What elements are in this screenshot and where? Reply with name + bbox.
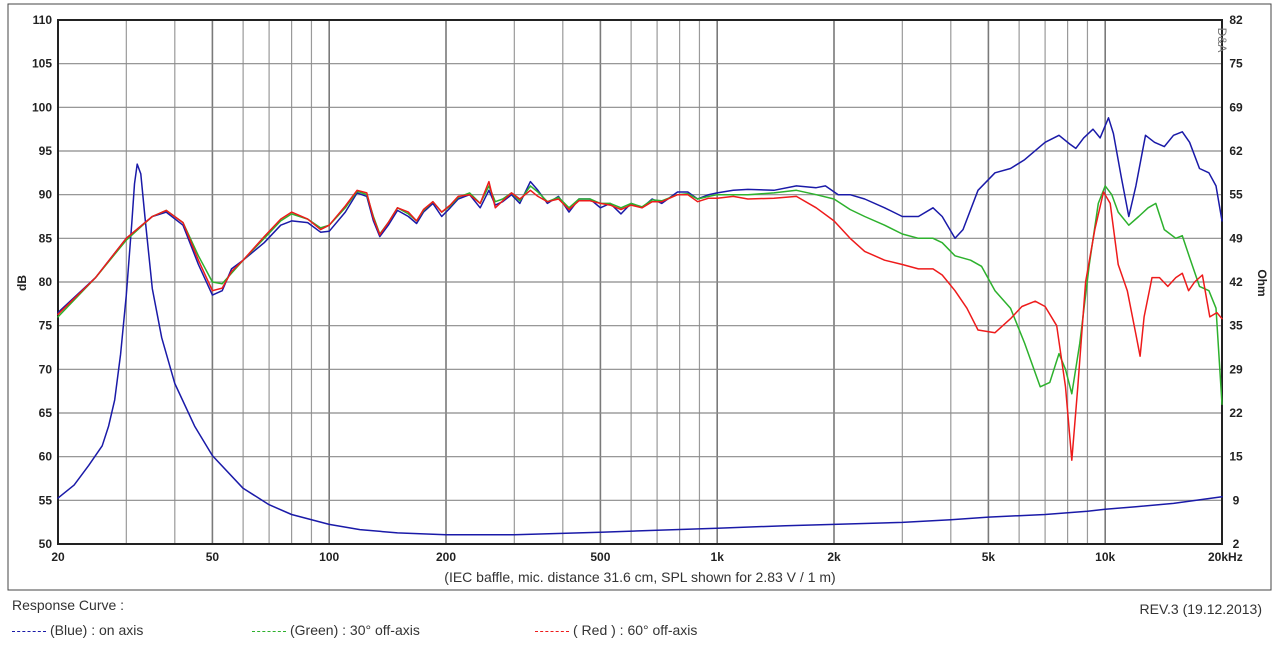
y2-tick-label: 29 [1229, 362, 1243, 376]
y2-tick-label: 2 [1233, 537, 1240, 551]
y-tick-label: 110 [33, 13, 53, 27]
y2-tick-label: 62 [1229, 144, 1243, 158]
y-tick-label: 95 [39, 144, 53, 158]
series-line-green [57, 185, 1223, 406]
y-tick-label: 105 [32, 57, 52, 71]
x-tick-label: 50 [206, 550, 220, 564]
y2-axis-label: Ohm [1255, 269, 1269, 296]
y-tick-label: 50 [39, 537, 53, 551]
legend-item-blue: (Blue) : on axis [12, 622, 143, 638]
legend-label-red: ( Red ) : 60° off-axis [573, 622, 698, 638]
y-axis-label: dB [15, 275, 29, 291]
y-tick-label: 85 [39, 231, 53, 245]
plot-grid [58, 20, 1222, 544]
x-tick-label: 500 [590, 550, 610, 564]
y2-tick-label: 75 [1229, 57, 1243, 71]
y-tick-label: 100 [32, 100, 52, 114]
y2-tick-label: 22 [1229, 406, 1243, 420]
y-tick-label: 55 [39, 493, 53, 507]
series-layer [57, 117, 1223, 536]
x-axis-ticks: 20 50 100 200 500 1k 2k 5k 10k 20kHz [51, 550, 1242, 564]
x-tick-label: 10k [1095, 550, 1115, 564]
y2-tick-label: 42 [1229, 275, 1243, 289]
legend-title: Response Curve : [12, 597, 125, 613]
series-line-blue [57, 117, 1223, 314]
series-line-impedance [57, 163, 1223, 536]
series-line-red [57, 180, 1223, 461]
x-tick-label: 1k [711, 550, 725, 564]
x-tick-label: 20 [51, 550, 65, 564]
x-tick-label: 200 [436, 550, 456, 564]
x-tick-label: 2k [827, 550, 841, 564]
legend-item-green: (Green) : 30° off-axis [252, 622, 420, 638]
legend-swatch-red [535, 630, 569, 632]
y2-tick-label: 9 [1233, 493, 1240, 507]
legend-label-blue: (Blue) : on axis [50, 622, 144, 638]
y-axis-left-ticks: 110 105 100 95 90 85 80 75 70 65 60 55 50 [32, 13, 52, 551]
y2-tick-label: 55 [1229, 188, 1243, 202]
y-tick-label: 60 [39, 450, 53, 464]
x-tick-label: 20kHz [1208, 550, 1243, 564]
y2-tick-label: 49 [1229, 231, 1243, 245]
x-tick-label: 100 [319, 550, 339, 564]
watermark-logo: D&A [1215, 28, 1229, 53]
y2-tick-label: 35 [1229, 319, 1243, 333]
frequency-response-chart: 110 105 100 95 90 85 80 75 70 65 60 55 50 82 75 69 62 55… [7, 3, 1272, 591]
revision-label: REV.3 (19.12.2013) [1139, 601, 1262, 617]
y-tick-label: 80 [39, 275, 53, 289]
chart-caption: (IEC baffle, mic. distance 31.6 cm, SPL … [444, 569, 835, 585]
legend-swatch-green [252, 630, 286, 632]
y2-tick-label: 69 [1229, 100, 1243, 114]
x-tick-label: 5k [982, 550, 996, 564]
y-tick-label: 65 [39, 406, 53, 420]
y-tick-label: 75 [39, 319, 53, 333]
y-axis-right-ticks: 82 75 69 62 55 49 42 35 29 22 15 9 2 [1229, 13, 1243, 551]
y-tick-label: 90 [39, 188, 53, 202]
chart-outer-frame [7, 3, 1272, 591]
legend-item-red: ( Red ) : 60° off-axis [535, 622, 697, 638]
y-tick-label: 70 [39, 362, 53, 376]
y2-tick-label: 15 [1229, 450, 1243, 464]
plot-frame [57, 19, 1223, 545]
y2-tick-label: 82 [1229, 13, 1243, 27]
legend-swatch-blue [12, 630, 46, 632]
legend-label-green: (Green) : 30° off-axis [290, 622, 420, 638]
legend-area: Response Curve : REV.3 (19.12.2013) (Blu… [0, 592, 1280, 650]
